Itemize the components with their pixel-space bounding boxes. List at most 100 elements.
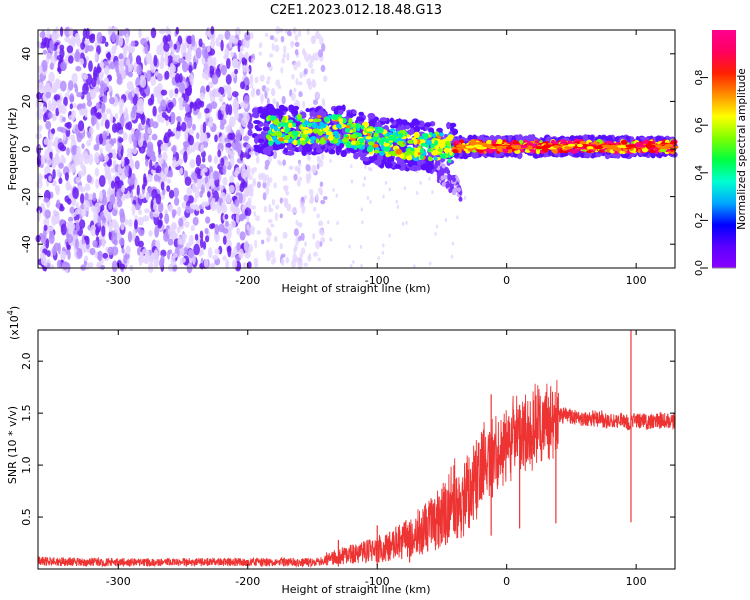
spectrogram-signal-mark [649,149,656,153]
spectrogram-noise-mark [444,217,448,222]
spectrogram-noise-mark [95,227,100,236]
spectrogram-noise-mark [146,148,152,157]
spectrogram-noise-mark [179,257,186,263]
spectrogram-signal-mark [316,114,322,119]
spectrogram-noise-mark [131,203,136,216]
spectrogram-noise-mark [77,103,83,110]
spectrogram-noise-mark [120,222,125,231]
spectrogram-noise-mark [64,172,69,181]
spectrogram-noise-mark [321,43,326,52]
spectrogram-noise-mark [262,192,267,201]
spectrogram-noise-mark [113,221,120,234]
spectrogram-noise-mark [207,121,214,128]
spectrogram-noise-mark [236,227,241,236]
spectrogram-noise-mark [212,254,219,261]
spectrogram-noise-mark [107,51,111,61]
spectrogram-noise-mark [264,164,269,170]
spectrogram-noise-mark [317,257,321,262]
spectrogram-signal-mark [387,151,395,156]
spectrogram-noise-mark [116,231,121,239]
spectrogram-noise-mark [163,231,170,242]
spectrogram-signal-mark [310,110,317,117]
spectrogram-core-mark [465,145,475,149]
spectrogram-noise-mark [104,119,110,129]
spectrogram-noise-mark [303,262,309,267]
spectrogram-noise-mark [142,215,150,222]
spectrogram-noise-mark [86,100,93,107]
spectrogram-core-mark [606,146,618,150]
spectrogram-noise-mark [106,159,112,167]
spectrogram-noise-mark [166,185,171,192]
spectrogram-noise-mark [69,206,75,214]
spectrogram-signal-mark [341,124,347,128]
spectrogram-noise-mark [217,149,221,158]
spectrogram-noise-mark [222,235,227,245]
spectrogram-noise-mark [212,197,216,204]
spectrogram-core-mark [576,143,584,148]
spectrogram-noise-mark [81,243,88,253]
spectrogram-noise-mark [146,141,154,150]
spectrogram-noise-mark [233,98,238,105]
spectrogram-noise-mark [66,45,74,54]
spectrogram-noise-mark [191,123,196,131]
spectrogram-noise-mark [58,177,63,185]
spectrogram-noise-mark [56,259,62,269]
spectrogram-signal-mark [296,139,301,146]
spectrogram-noise-mark [52,114,56,122]
spectrogram-noise-mark [72,187,79,199]
spectrogram-signal-mark [437,148,444,153]
spectrogram-noise-mark [59,48,65,59]
spectrogram-noise-mark [49,151,53,159]
spectrogram-noise-mark [198,38,203,48]
spectrogram-noise-mark [172,187,180,198]
spectrogram-noise-mark [260,95,264,104]
spectrogram-noise-mark [250,89,256,98]
spectrogram-noise-mark [277,84,282,90]
spectrogram-signal-mark [335,146,340,152]
spectrogram-noise-mark [102,94,108,104]
spectrogram-noise-mark [68,55,74,64]
spectrogram-core-mark [634,144,646,148]
spectrogram-noise-mark [241,178,246,187]
spectrogram-signal-mark [319,138,326,145]
spectrogram-noise-mark [100,103,106,111]
spectrogram-noise-mark [121,156,125,168]
spectrogram-noise-mark [113,44,118,51]
spectrogram-noise-mark [189,147,193,154]
spectrogram-noise-mark [329,237,332,242]
spectrogram-noise-mark [125,122,130,130]
spectrogram-noise-mark [159,212,163,220]
spectrogram-noise-mark [62,262,69,271]
spectrogram-signal-mark [266,134,272,140]
spectrogram-noise-mark [335,193,338,198]
spectrogram-noise-mark [413,264,416,269]
spectrogram-signal-mark [401,119,408,125]
spectrogram-noise-mark [299,260,303,266]
spectrogram-noise-mark [280,66,284,74]
colorbar: 0.00.20.40.60.8 Normalized spectral ampl… [694,30,748,276]
spectrogram-noise-mark [197,111,202,120]
spectrogram-noise-mark [189,101,195,108]
spectrogram-noise-mark [231,91,239,98]
spectrogram-noise-mark [463,195,467,200]
x-tick-label: -200 [235,575,260,588]
spectrogram-noise-mark [348,244,351,249]
spectrogram-noise-mark [207,154,212,163]
spectrogram-noise-mark [100,204,105,212]
spectrogram-noise-mark [234,26,241,37]
spectrogram-noise-mark [249,73,254,85]
spectrogram-signal-mark [304,144,312,153]
spectrogram-signal-mark [333,139,339,144]
spectrogram-noise-mark [185,50,192,63]
spectrogram-noise-mark [312,206,317,212]
spectrogram-noise-mark [320,236,326,244]
spectrogram-signal-mark [292,131,299,137]
spectrogram-noise-mark [401,221,405,226]
spectrogram-noise-mark [293,173,298,181]
spectrogram-core-mark [494,145,505,149]
spectrogram-noise-mark [214,248,220,255]
spectrogram-noise-mark [76,91,83,98]
spectrogram-noise-mark [118,129,124,135]
spectrogram-noise-mark [101,112,107,122]
spectrogram-noise-mark [270,258,276,265]
